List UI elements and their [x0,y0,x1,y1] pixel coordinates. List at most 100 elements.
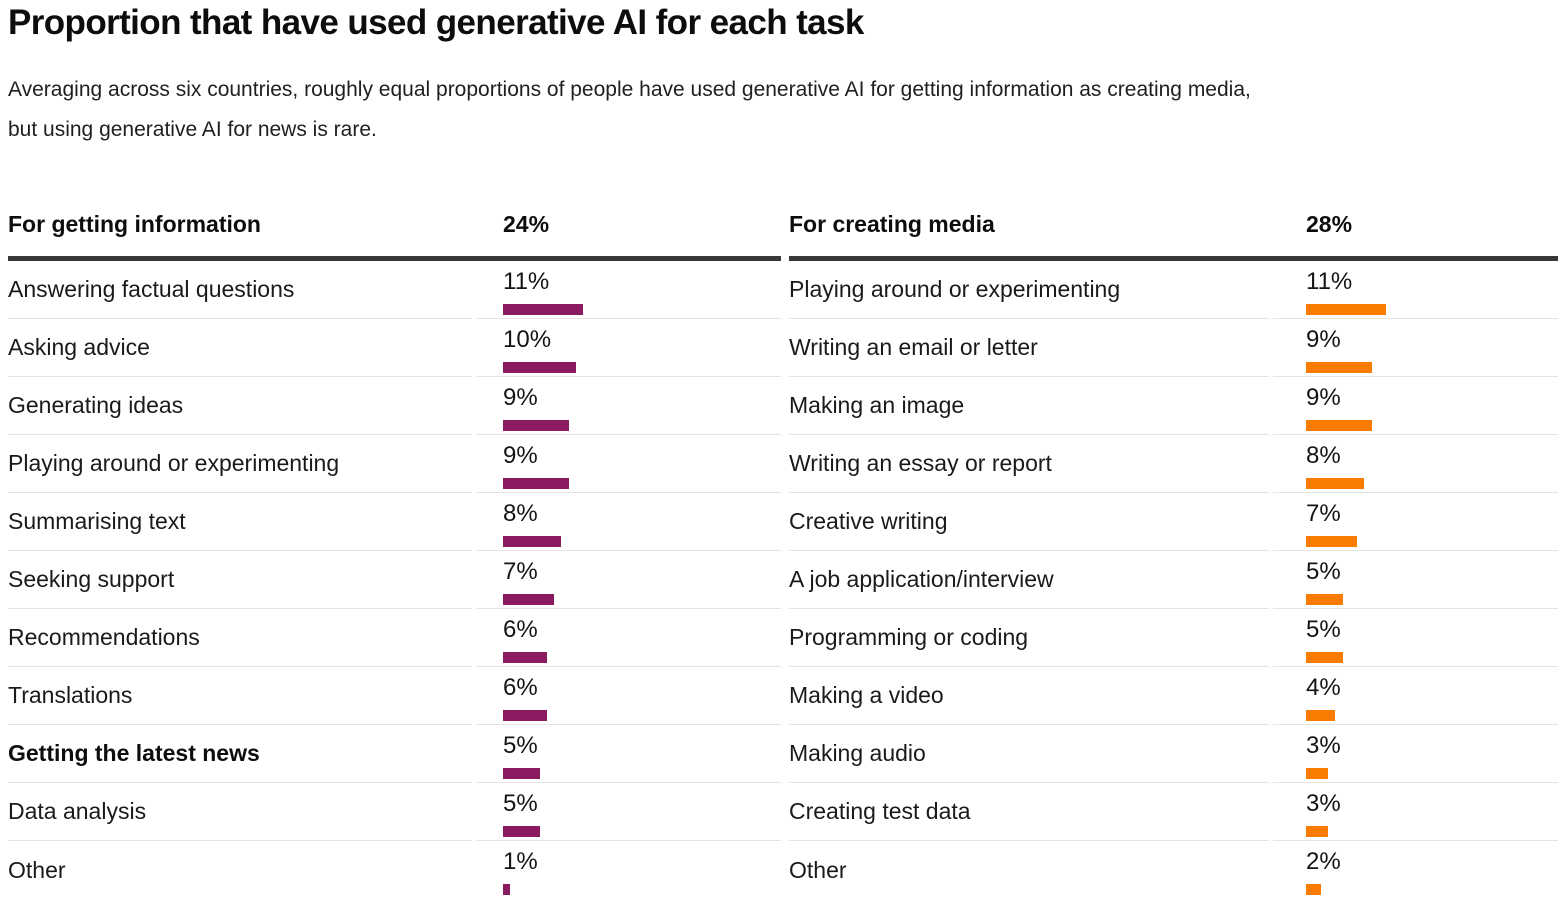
value-label: 7% [1306,500,1341,527]
value-label: 4% [1306,674,1341,701]
table-row: Getting the latest news 5% [8,725,781,783]
value-label: 3% [1306,790,1341,817]
chart-page: Proportion that have used generative AI … [8,3,1558,899]
value-label: 11% [1306,268,1353,295]
value-bar [503,768,540,779]
task-label-cell: Making a video [789,667,1269,725]
task-value-cell: 9% [476,435,781,493]
task-label: Making a video [789,682,944,708]
table-row: A job application/interview 5% [789,551,1558,609]
task-label-cell: Summarising text [8,493,472,551]
task-label: Making an image [789,392,965,418]
panel-rows: Playing around or experimenting 11% Writin… [789,261,1558,899]
task-label-cell: Writing an email or letter [789,319,1269,377]
task-value-cell: 3% [1273,783,1558,841]
task-value-cell: 11% [476,261,781,319]
task-label: Other [789,856,847,883]
task-label: Translations [8,682,133,708]
task-label: A job application/interview [789,566,1054,592]
table-row: Asking advice 10% [8,319,781,377]
task-value-cell: 1% [476,841,781,899]
value-bar [1306,768,1328,779]
task-label-cell: Writing an essay or report [789,435,1269,493]
panel-getting-information: For getting information 24% Answering fa… [8,210,781,899]
value-bar [503,652,547,663]
task-label-cell: Programming or coding [789,609,1269,667]
table-row: Playing around or experimenting 11% [789,261,1558,319]
panel-header-label: For getting information [8,211,261,237]
panel-total-value: 28% [1306,211,1353,237]
value-label: 5% [1306,616,1341,643]
value-bar [1306,884,1321,895]
value-label: 7% [503,558,538,585]
panel-rows: Answering factual questions 11% Asking adv… [8,261,781,899]
task-label: Other [8,856,66,883]
value-bar [503,710,547,721]
value-bar [1306,478,1365,489]
task-value-cell: 5% [476,725,781,783]
value-label: 6% [503,674,538,701]
panel-header-label-cell: For getting information [8,210,472,238]
table-row: Making a video 4% [789,667,1558,725]
task-label-cell: Other [789,841,1269,899]
value-bar [503,594,555,605]
chart-panels: For getting information 24% Answering fa… [8,210,1558,899]
task-label: Programming or coding [789,624,1029,650]
task-label-cell: Asking advice [8,319,472,377]
panel-header-label-cell: For creating media [789,210,1269,238]
task-label-cell: Generating ideas [8,377,472,435]
value-bar [1306,362,1372,373]
task-label: Answering factual questions [8,276,295,302]
value-bar [1306,304,1387,315]
task-label-cell: Playing around or experimenting [789,261,1269,319]
task-value-cell: 9% [1273,319,1558,377]
task-value-cell: 10% [476,319,781,377]
task-label: Playing around or experimenting [789,276,1121,302]
task-value-cell: 2% [1273,841,1558,899]
table-row: Recommendations 6% [8,609,781,667]
chart-subtitle: Averaging across six countries, roughly … [8,70,1558,150]
value-label: 8% [1306,442,1341,469]
task-label: Creative writing [789,508,948,534]
task-label-cell: Creative writing [789,493,1269,551]
value-label: 9% [503,442,538,469]
task-value-cell: 5% [476,783,781,841]
value-bar [1306,594,1343,605]
task-label-cell: Playing around or experimenting [8,435,472,493]
value-bar [503,826,540,837]
value-label: 5% [1306,558,1341,585]
task-label-cell: Recommendations [8,609,472,667]
table-row: Other 1% [8,841,781,899]
value-bar [1306,826,1328,837]
table-row: Making an image 9% [789,377,1558,435]
task-label: Writing an essay or report [789,450,1052,476]
task-label-cell: Getting the latest news [8,725,472,783]
value-bar [503,478,569,489]
table-row: Creating test data 3% [789,783,1558,841]
value-label: 9% [1306,326,1341,353]
panel-creating-media: For creating media 28% Playing around or… [789,210,1558,899]
value-label: 5% [503,732,538,759]
value-label: 9% [503,384,538,411]
value-label: 1% [503,848,538,875]
value-label: 10% [503,326,552,353]
value-label: 2% [1306,848,1341,875]
task-label: Getting the latest news [8,740,260,766]
panel-header-row: For creating media 28% [789,210,1558,261]
task-label: Summarising text [8,508,186,534]
task-label: Asking advice [8,334,150,360]
value-bar [1306,536,1358,547]
task-value-cell: 3% [1273,725,1558,783]
value-bar [503,420,569,431]
task-label: Writing an email or letter [789,334,1038,360]
value-label: 11% [503,268,550,295]
task-label-cell: Other [8,841,472,899]
task-value-cell: 7% [1273,493,1558,551]
panel-header-total-cell: 24% [476,210,781,238]
panel-header-row: For getting information 24% [8,210,781,261]
value-label: 5% [503,790,538,817]
task-value-cell: 8% [476,493,781,551]
table-row: Translations 6% [8,667,781,725]
value-label: 9% [1306,384,1341,411]
page-title: Proportion that have used generative AI … [8,3,864,42]
